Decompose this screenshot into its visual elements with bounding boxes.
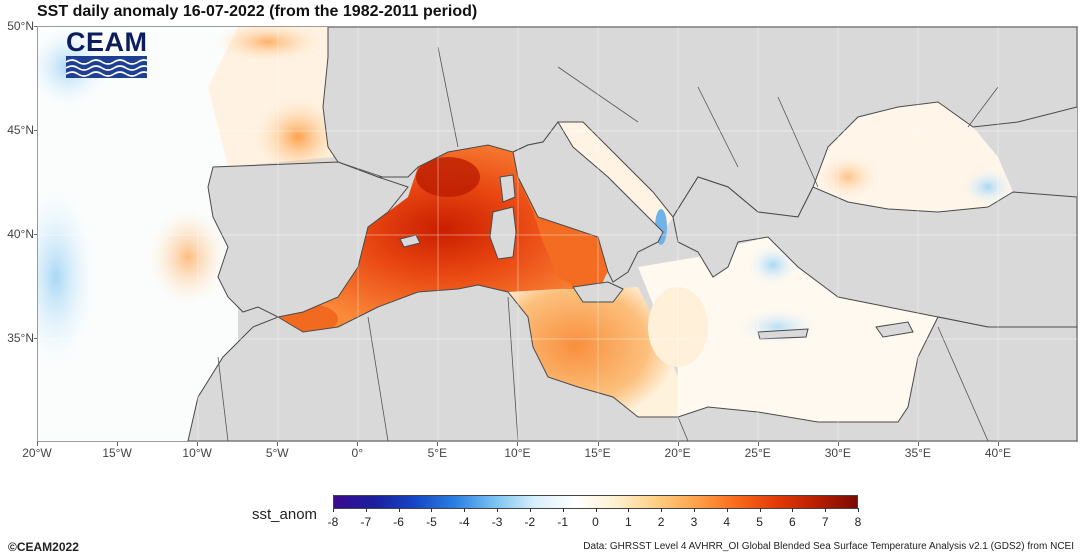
colorbar-tick-label: -1 (557, 515, 569, 529)
colorbar-tick-label: -3 (491, 515, 503, 529)
land-corsica (499, 174, 516, 203)
colorbar-tick (431, 508, 433, 512)
lat-tick (34, 234, 37, 235)
colorbar-tick (464, 508, 466, 512)
ceam-logo: CEAM (65, 27, 151, 78)
lon-tick (917, 442, 919, 446)
copyright-text: ©CEAM2022 (8, 540, 79, 554)
portugal-warm-patch (148, 207, 228, 307)
colorbar-tick (333, 508, 334, 512)
lat-label-35: 35°N (7, 331, 34, 345)
lon-label: 15°W (102, 446, 132, 460)
colorbar-tick-label: 1 (624, 515, 632, 529)
colorbar-tick (595, 508, 597, 512)
land-balearic (399, 234, 421, 248)
lon-tick (357, 442, 359, 446)
colorbar-tick-label: -8 (327, 515, 339, 529)
colorbar-tick (792, 508, 794, 512)
lon-tick (117, 442, 119, 446)
colorbar-tick-label: -2 (524, 515, 536, 529)
lon-label: 20°W (22, 446, 52, 460)
lon-label: 10°E (504, 446, 531, 460)
lon-tick (597, 442, 599, 446)
lon-label: 25°E (744, 446, 771, 460)
lon-tick (277, 442, 279, 446)
lon-label: 10°W (182, 446, 212, 460)
lon-label: 35°E (904, 446, 931, 460)
lon-label: 30°E (824, 446, 851, 460)
logo-waves-icon (65, 56, 151, 78)
colorbar-tick (628, 508, 630, 512)
lat-tick (34, 338, 37, 339)
atlantic-cool-patch (38, 187, 96, 367)
levantine-cool (738, 309, 818, 345)
map-canvas (38, 27, 1077, 441)
land-italy (512, 121, 664, 283)
colorbar-tick-label: 5 (756, 515, 763, 529)
logo-text: CEAM (66, 27, 148, 57)
colorbar-label: sst_anom (252, 506, 318, 523)
colorbar-tick (661, 508, 663, 512)
central-med (508, 287, 678, 417)
colorbar-tick-label: 0 (592, 515, 599, 529)
channel-warm-patch (213, 27, 323, 62)
adriatic-sea (558, 122, 673, 232)
colorbar-tick-label: 8 (854, 515, 862, 529)
colorbar-tick-label: -5 (426, 515, 437, 529)
colorbar-tick-label: 3 (690, 515, 698, 529)
lon-tick (197, 442, 199, 446)
black-sea-warm (818, 155, 878, 199)
lon-tick (437, 442, 439, 446)
colorbar-tick (365, 508, 367, 512)
land-sardinia (489, 206, 517, 260)
lat-label-40: 40°N (7, 227, 34, 241)
land-north-africa (187, 284, 1077, 441)
colorbar-tick (726, 508, 728, 512)
colorbar-tick-label: -4 (458, 515, 470, 529)
colorbar (333, 495, 858, 509)
graticule (38, 27, 1077, 441)
lon-tick (677, 442, 679, 446)
colorbar-tick-label: 7 (821, 515, 829, 529)
colorbar-tick-label: -6 (393, 515, 404, 529)
lon-label: 5°E (427, 446, 448, 460)
lon-tick (757, 442, 759, 446)
land-crete (757, 328, 809, 340)
colorbar-tick (497, 508, 499, 512)
lon-tick (997, 442, 999, 446)
biscay-warm-patch (253, 97, 343, 177)
colorbar-tick (562, 508, 564, 512)
lon-label: 20°E (664, 446, 691, 460)
lon-label: 5°W (265, 446, 289, 460)
lon-label: 0° (351, 446, 364, 460)
land-cyprus (875, 321, 914, 338)
black-sea-cool (963, 169, 1013, 205)
lat-tick (34, 130, 37, 131)
lon-label: 40°E (984, 446, 1011, 460)
lon-tick (37, 442, 38, 446)
lat-label-45: 45°N (7, 123, 34, 137)
colorbar-tick-label: 2 (657, 515, 665, 529)
colorbar-tick-label: -7 (360, 515, 372, 529)
ligurian-hotspot (416, 157, 480, 197)
lon-tick (517, 442, 519, 446)
lat-label-50: 50°N (7, 19, 34, 33)
western-med (278, 145, 608, 332)
colorbar-tick (858, 508, 859, 512)
lon-tick (837, 442, 839, 446)
lat-tick (34, 26, 37, 27)
colorbar-tick (825, 508, 827, 512)
colorbar-tick (529, 508, 531, 512)
colorbar-tick-label: 6 (789, 515, 796, 529)
colorbar-tick-label: 4 (723, 515, 731, 529)
colorbar-tick (759, 508, 761, 512)
sst-anomaly-map (37, 26, 1078, 442)
colorbar-tick (398, 508, 400, 512)
land-balkans (672, 176, 1077, 328)
figure-title: SST daily anomaly 16-07-2022 (from the 1… (37, 3, 478, 20)
colorbar-tick (693, 508, 695, 512)
data-source-text: Data: GHRSST Level 4 AVHRR_OI Global Ble… (583, 541, 1074, 552)
lon-label: 15°E (584, 446, 611, 460)
